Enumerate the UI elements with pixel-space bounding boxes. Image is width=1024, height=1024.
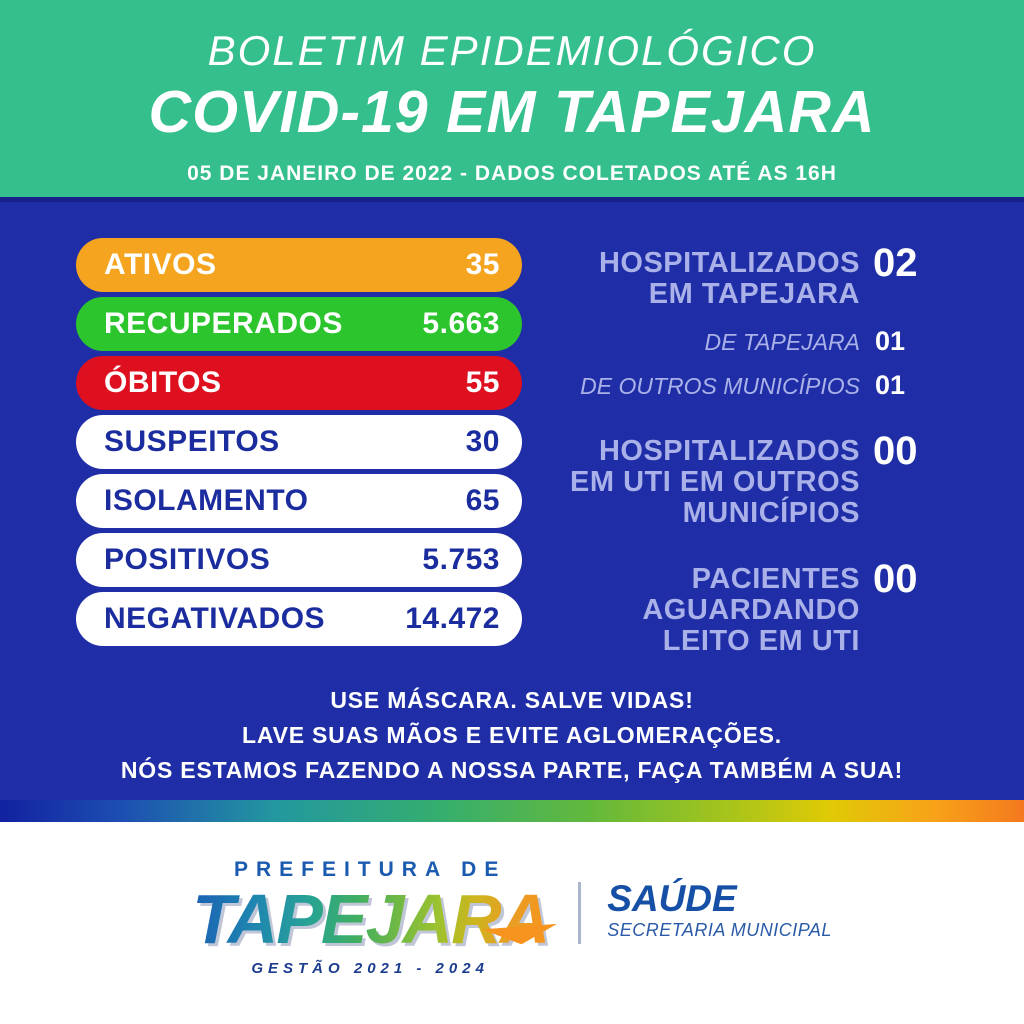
subrow-label: DE TAPEJARA — [704, 329, 861, 355]
tapejara-text: TAPEJARA — [192, 880, 550, 958]
secretaria-label: SECRETARIA MUNICIPAL — [607, 920, 832, 940]
section-hospitalized-tapejara: HOSPITALIZADOS EM TAPEJARA 02 DE TAPEJAR… — [548, 241, 960, 401]
stat-label: POSITIVOS — [104, 543, 271, 576]
stat-pill-recuperados: RECUPERADOS 5.663 — [76, 297, 522, 351]
title-line: EM UTI EM OUTROS — [570, 466, 860, 498]
subrow-value: 01 — [875, 326, 906, 356]
page-title: COVID-19 EM TAPEJARA — [148, 79, 876, 145]
section-waiting-uti: PACIENTES AGUARDANDO LEITO EM UTI 00 — [548, 557, 960, 657]
subrow-outros-municipios: DE OUTROS MUNICÍPIOS 01 — [548, 370, 960, 401]
stat-label: ATIVOS — [104, 248, 217, 281]
gestao-label: GESTÃO 2021 - 2024 — [251, 960, 489, 977]
hospital-column: HOSPITALIZADOS EM TAPEJARA 02 DE TAPEJAR… — [548, 241, 960, 657]
stat-value: 5.753 — [422, 543, 500, 576]
stat-value: 55 — [465, 366, 500, 399]
prefeitura-label: PREFEITURA DE — [233, 858, 507, 881]
message-line: NÓS ESTAMOS FAZENDO A NOSSA PARTE, FAÇA … — [120, 757, 904, 783]
message-line: USE MÁSCARA. SALVE VIDAS! — [330, 687, 694, 713]
section-hospitalized-uti: HOSPITALIZADOS EM UTI EM OUTROS MUNICÍPI… — [548, 429, 960, 529]
section-title: HOSPITALIZADOS EM UTI EM OUTROS MUNICÍPI… — [548, 436, 860, 529]
logo-divider — [578, 882, 582, 944]
section-value: 00 — [873, 557, 918, 601]
section-title: PACIENTES AGUARDANDO LEITO EM UTI — [548, 564, 860, 657]
stat-pill-ativos: ATIVOS 35 — [76, 238, 522, 292]
stat-value: 14.472 — [405, 602, 500, 635]
stat-value: 30 — [465, 425, 500, 458]
saude-label: SAÚDE — [607, 878, 737, 919]
footer: PREFEITURA DE TAPEJARA GESTÃO 2021 - 202… — [0, 822, 1024, 1024]
stat-label: ISOLAMENTO — [104, 484, 309, 517]
stat-value: 35 — [465, 248, 500, 281]
stats-panel: ATIVOS 35 RECUPERADOS 5.663 ÓBITOS 55 SU… — [0, 197, 1024, 800]
health-department-block: SAÚDE SECRETARIA MUNICIPAL — [607, 858, 832, 941]
title-line: MUNICÍPIOS — [682, 497, 860, 529]
prevention-message: USE MÁSCARA. SALVE VIDAS! LAVE SUAS MÃOS… — [0, 683, 1024, 788]
subrow-value: 01 — [875, 370, 906, 400]
stat-pill-suspeitos: SUSPEITOS 30 — [76, 415, 522, 469]
title-line: EM TAPEJARA — [648, 278, 860, 310]
stat-label: RECUPERADOS — [104, 307, 343, 340]
title-line: PACIENTES — [691, 563, 860, 595]
date-line: 05 DE JANEIRO DE 2022 - DADOS COLETADOS … — [187, 162, 837, 185]
message-line: LAVE SUAS MÃOS E EVITE AGLOMERAÇÕES. — [242, 722, 782, 748]
title-line: HOSPITALIZADOS — [598, 247, 860, 279]
stat-value: 5.663 — [422, 307, 500, 340]
title-line: HOSPITALIZADOS — [598, 435, 860, 467]
subrow-label: DE OUTROS MUNICÍPIOS — [580, 373, 860, 399]
tapejara-wordmark: TAPEJARA — [192, 884, 548, 954]
title-line: LEITO EM UTI — [662, 625, 860, 657]
bulletin-subtitle: BOLETIM EPIDEMIOLÓGICO — [207, 27, 817, 74]
stat-pill-isolamento: ISOLAMENTO 65 — [76, 474, 522, 528]
section-value: 00 — [873, 429, 918, 473]
stat-pill-obitos: ÓBITOS 55 — [76, 356, 522, 410]
stats-list: ATIVOS 35 RECUPERADOS 5.663 ÓBITOS 55 SU… — [76, 238, 522, 651]
stat-label: SUSPEITOS — [104, 425, 280, 458]
stat-pill-positivos: POSITIVOS 5.753 — [76, 533, 522, 587]
header: BOLETIM EPIDEMIOLÓGICO COVID-19 EM TAPEJ… — [0, 0, 1024, 197]
stat-value: 65 — [465, 484, 500, 517]
section-value: 02 — [873, 241, 918, 285]
subrow-de-tapejara: DE TAPEJARA 01 — [548, 326, 960, 357]
stat-label: ÓBITOS — [104, 366, 222, 399]
city-logo: PREFEITURA DE TAPEJARA GESTÃO 2021 - 202… — [192, 858, 548, 977]
title-line: AGUARDANDO — [642, 594, 860, 626]
section-title: HOSPITALIZADOS EM TAPEJARA — [548, 248, 860, 310]
stat-pill-negativados: NEGATIVADOS 14.472 — [76, 592, 522, 646]
stat-label: NEGATIVADOS — [104, 602, 326, 635]
rainbow-divider — [0, 800, 1024, 822]
